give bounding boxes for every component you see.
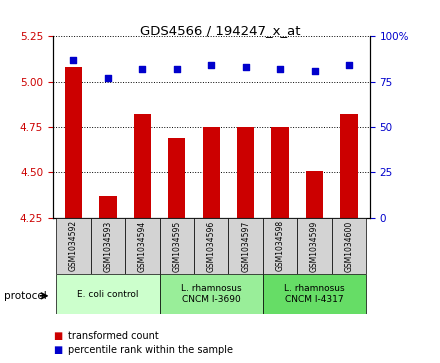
- Bar: [228, 218, 263, 274]
- Bar: [160, 218, 194, 274]
- Bar: [65, 67, 82, 218]
- Text: GSM1034598: GSM1034598: [275, 220, 285, 272]
- Text: GSM1034599: GSM1034599: [310, 220, 319, 272]
- Text: GSM1034593: GSM1034593: [103, 220, 112, 272]
- Bar: [160, 274, 263, 314]
- Text: E. coli control: E. coli control: [77, 290, 139, 298]
- Bar: [237, 127, 254, 218]
- Text: GSM1034597: GSM1034597: [241, 220, 250, 272]
- Point: [277, 66, 284, 72]
- Text: GSM1034596: GSM1034596: [207, 220, 216, 272]
- Text: GSM1034592: GSM1034592: [69, 220, 78, 272]
- Bar: [263, 274, 366, 314]
- Text: GSM1034595: GSM1034595: [172, 220, 181, 272]
- Point: [242, 64, 249, 70]
- Text: GSM1034600: GSM1034600: [345, 220, 353, 272]
- Bar: [134, 114, 151, 218]
- Point: [345, 62, 352, 68]
- Point: [311, 68, 318, 74]
- Bar: [194, 218, 228, 274]
- Text: ■: ■: [53, 345, 62, 355]
- Bar: [340, 114, 358, 218]
- Text: protocol: protocol: [4, 291, 47, 301]
- Bar: [271, 127, 289, 218]
- Point: [139, 66, 146, 72]
- Bar: [332, 218, 366, 274]
- Bar: [306, 171, 323, 218]
- Point: [70, 57, 77, 63]
- Point: [104, 75, 111, 81]
- Text: transformed count: transformed count: [68, 331, 159, 341]
- Text: percentile rank within the sample: percentile rank within the sample: [68, 345, 233, 355]
- Text: L. rhamnosus
CNCM I-4317: L. rhamnosus CNCM I-4317: [284, 284, 345, 304]
- Bar: [168, 138, 185, 218]
- Bar: [91, 218, 125, 274]
- Bar: [56, 218, 91, 274]
- Bar: [297, 218, 332, 274]
- Bar: [202, 127, 220, 218]
- Text: L. rhamnosus
CNCM I-3690: L. rhamnosus CNCM I-3690: [181, 284, 242, 304]
- Point: [208, 62, 215, 68]
- Text: GDS4566 / 194247_x_at: GDS4566 / 194247_x_at: [140, 24, 300, 37]
- Bar: [56, 274, 160, 314]
- Bar: [263, 218, 297, 274]
- Bar: [99, 196, 117, 218]
- Text: ■: ■: [53, 331, 62, 341]
- Point: [173, 66, 180, 72]
- Text: GSM1034594: GSM1034594: [138, 220, 147, 272]
- Bar: [125, 218, 160, 274]
